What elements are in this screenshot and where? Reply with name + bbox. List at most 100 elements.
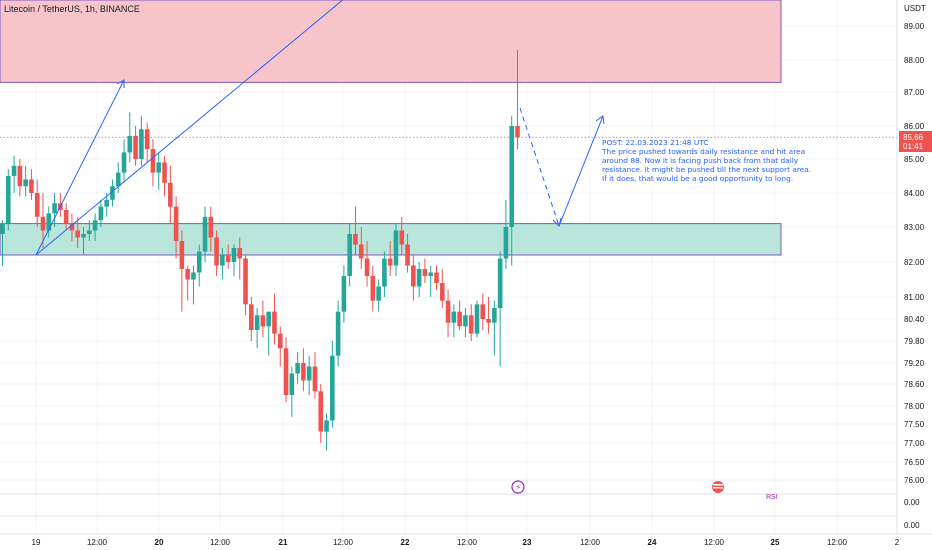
candle — [243, 255, 248, 316]
candle — [399, 216, 405, 255]
trendline-drawings — [0, 0, 897, 256]
candle — [220, 248, 225, 280]
price-label: 84.00 — [904, 189, 925, 198]
price-label: 85.00 — [904, 155, 925, 164]
candle — [335, 300, 341, 367]
candle — [272, 293, 277, 345]
candle — [457, 300, 462, 330]
candle — [445, 290, 451, 338]
time-label: 12:00 — [827, 538, 848, 547]
candle — [254, 308, 260, 349]
price-label: 77.00 — [904, 439, 925, 448]
projection-arrow-down — [519, 107, 560, 227]
svg-text:⚡: ⚡ — [516, 483, 522, 492]
candle — [104, 193, 109, 217]
note-line: resistance. It might be pushed till the … — [602, 165, 811, 174]
candle — [428, 265, 434, 297]
candle — [86, 220, 92, 241]
event-icon-flag[interactable] — [712, 481, 724, 493]
candle — [208, 206, 214, 252]
candle — [416, 262, 422, 297]
candlestick-series — [0, 49, 520, 451]
candle — [23, 165, 28, 197]
current-price-tag: 85.66 01:41 — [899, 131, 932, 152]
price-label: 81.00 — [904, 293, 925, 302]
indicator-label: RSI — [766, 494, 778, 501]
candle — [486, 297, 491, 334]
candle — [480, 293, 486, 330]
candle — [318, 384, 324, 443]
projection-arrow-up-head — [116, 79, 125, 88]
note-line: POST: 22.03.2023 21:48 UTC — [602, 138, 708, 147]
time-axis-labels: 19 12:00 20 12:00 21 12:00 22 12:00 23 12:00 24 12:… — [32, 538, 900, 547]
candle — [492, 300, 497, 356]
candle — [324, 413, 329, 451]
time-label: 23 — [523, 538, 532, 547]
candle — [196, 244, 202, 287]
candle — [463, 308, 468, 338]
candle — [46, 206, 52, 238]
candle — [515, 49, 520, 150]
candle — [5, 169, 11, 231]
candle — [98, 199, 104, 227]
candle — [69, 213, 75, 241]
candle — [191, 265, 196, 305]
candle — [497, 251, 503, 367]
time-label: 25 — [771, 538, 780, 547]
time-label: 21 — [279, 538, 288, 547]
indicator-label: 0.00 — [904, 521, 920, 530]
time-label: 22 — [401, 538, 410, 547]
currency-label: USDT — [904, 4, 926, 13]
time-label: 12:00 — [87, 538, 108, 547]
candle — [52, 193, 57, 227]
candle — [347, 223, 352, 287]
price-label: 83.00 — [904, 223, 925, 232]
time-label: 12:00 — [704, 538, 725, 547]
candle — [295, 352, 300, 384]
price-label: 76.50 — [904, 458, 925, 467]
time-label: 12:00 — [580, 538, 601, 547]
price-label: 80.40 — [904, 315, 925, 324]
candle — [393, 223, 399, 276]
price-label: 77.50 — [904, 420, 925, 429]
time-label: 12:00 — [457, 538, 478, 547]
candle — [301, 348, 306, 392]
candle — [237, 237, 243, 280]
price-axis-labels: 89.00 88.00 87.00 86.00 85.00 84.00 83.00 82.00… — [904, 22, 925, 485]
candle — [156, 152, 162, 190]
note-line: The price pushed towards daily resistanc… — [601, 147, 805, 156]
candle — [468, 304, 474, 341]
candle — [434, 265, 439, 290]
event-icon-flash[interactable]: ⚡ — [511, 480, 525, 494]
candle — [231, 244, 237, 276]
candle — [387, 241, 393, 276]
price-axis[interactable] — [897, 0, 932, 534]
candle — [439, 269, 445, 308]
candle — [249, 297, 254, 341]
time-axis[interactable] — [0, 534, 932, 550]
price-label: 89.00 — [904, 22, 925, 31]
price-label: 86.00 — [904, 122, 925, 131]
candle — [29, 169, 34, 200]
price-label: 87.00 — [904, 88, 925, 97]
candle — [75, 216, 81, 248]
projection-arrow-long-head — [595, 115, 605, 125]
candle-countdown: 01:41 — [903, 142, 924, 151]
candle — [17, 159, 23, 197]
candle — [503, 199, 509, 269]
candle — [289, 366, 295, 417]
current-price-value: 85.66 — [903, 133, 924, 142]
price-label: 82.00 — [904, 258, 925, 267]
candle — [225, 244, 231, 269]
candle — [162, 155, 167, 197]
candle — [40, 193, 46, 248]
candle — [370, 265, 376, 312]
candle — [312, 352, 318, 399]
time-label: 24 — [648, 538, 657, 547]
candle — [168, 165, 173, 224]
candle — [283, 337, 289, 403]
candle — [474, 300, 480, 338]
candle — [92, 213, 98, 241]
candle — [364, 241, 370, 287]
